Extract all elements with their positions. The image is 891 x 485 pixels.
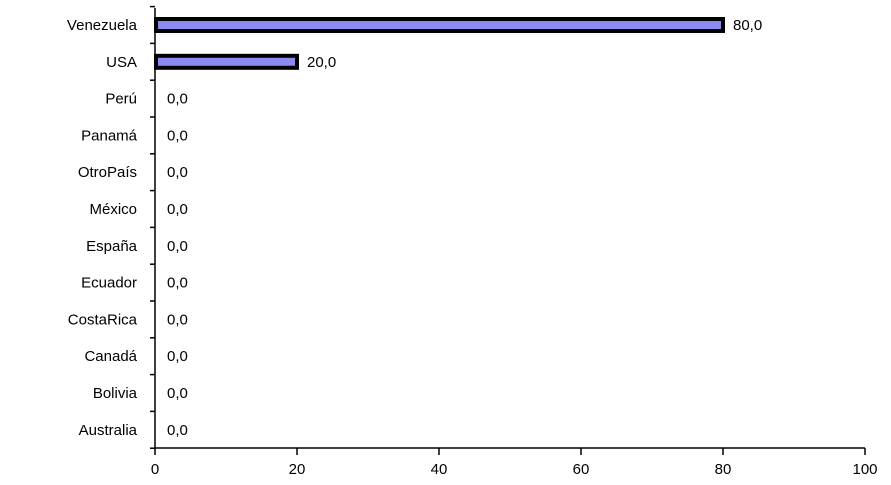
bar [154,53,299,70]
category-label: USA [106,54,137,71]
category-label: Venezuela [67,17,138,34]
category-label: Panamá [81,127,138,144]
category-label: México [89,201,137,218]
data-label: 0,0 [167,348,188,365]
x-tick-label: 80 [715,461,732,478]
bar [154,17,725,33]
data-label: 20,0 [307,54,336,71]
category-label: Australia [79,422,138,439]
category-label: CostaRica [68,311,138,328]
x-tick-label: 20 [289,461,306,478]
category-label: Perú [105,91,137,108]
x-tick-label: 40 [431,461,448,478]
data-label: 0,0 [167,238,188,255]
data-label: 0,0 [167,201,188,218]
data-label: 0,0 [167,385,188,402]
data-label: 0,0 [167,311,188,328]
x-tick-label: 0 [151,461,159,478]
x-tick-label: 60 [573,461,590,478]
category-label: OtroPaís [78,164,137,181]
labels-layer: 0 20 40 60 80 100 Venezuela 80,0 USA 20,0 Perú 0,0 P… [67,17,878,478]
data-label: 0,0 [167,275,188,292]
data-label: 80,0 [733,17,762,34]
data-label: 0,0 [167,91,188,108]
data-label: 0,0 [167,164,188,181]
category-label: Canadá [84,348,137,365]
axes-layer [150,5,866,455]
data-label: 0,0 [167,422,188,439]
category-label: Bolivia [93,385,138,402]
bars-layer [154,17,725,70]
category-label: Ecuador [81,275,137,292]
category-label: España [86,238,138,255]
x-tick-label: 100 [852,461,877,478]
data-label: 0,0 [167,127,188,144]
